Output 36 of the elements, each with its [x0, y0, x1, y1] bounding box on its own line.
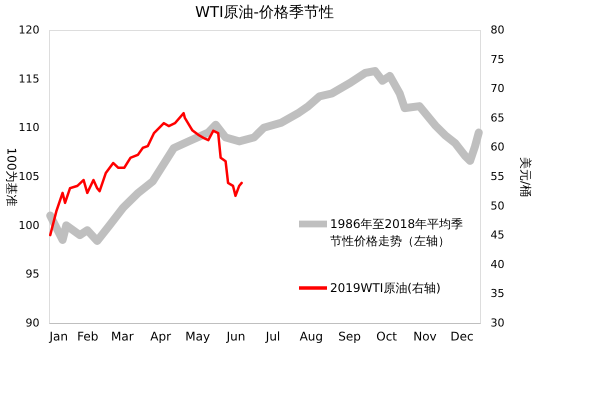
- chart-title: WTI原油-价格季节性: [195, 3, 334, 21]
- y2-tick-label: 30: [490, 316, 504, 330]
- y2-tick-label: 70: [490, 82, 504, 96]
- y2-tick-label: 45: [490, 228, 504, 242]
- x-tick-label: Jul: [264, 330, 280, 344]
- legend-label: 2019WTI原油(右轴): [330, 281, 441, 295]
- y-axis-title: 100为基准: [4, 148, 19, 206]
- y-tick-label: 90: [26, 316, 40, 330]
- y2-tick-label: 80: [490, 24, 504, 36]
- x-tick-label: Aug: [300, 330, 324, 344]
- y-tick-label: 100: [18, 218, 40, 232]
- x-tick-label: Feb: [77, 330, 98, 344]
- x-tick-label: May: [185, 330, 210, 344]
- x-tick-label: Mar: [111, 330, 134, 344]
- y2-tick-label: 50: [490, 199, 504, 212]
- y2-tick-label: 40: [490, 258, 504, 271]
- y-tick-label: 95: [26, 268, 40, 281]
- y2-tick-label: 65: [490, 111, 504, 124]
- y2-tick-label: 75: [490, 52, 504, 66]
- y-tick-label: 115: [18, 72, 40, 86]
- x-tick-label: Nov: [413, 330, 437, 344]
- line-series: [48, 112, 243, 236]
- y-tick-label: 105: [18, 170, 40, 183]
- y2-axis-title: 美元/桶: [518, 156, 532, 198]
- x-tick-label: Dec: [450, 330, 474, 344]
- x-tick-label: Jan: [48, 330, 68, 344]
- y-tick-label: 120: [18, 24, 40, 36]
- y-tick-label: 110: [18, 121, 40, 134]
- x-tick-label: Oct: [376, 330, 398, 344]
- y2-tick-label: 35: [490, 287, 504, 300]
- y2-tick-label: 60: [490, 140, 504, 154]
- y2-tick-label: 55: [490, 170, 504, 183]
- x-tick-label: Jun: [226, 330, 246, 344]
- x-tick-label: Sep: [338, 330, 361, 344]
- legend-label: 1986年至2018年平均季节性价格走势（左轴）: [330, 217, 464, 248]
- x-tick-label: Apr: [150, 330, 172, 344]
